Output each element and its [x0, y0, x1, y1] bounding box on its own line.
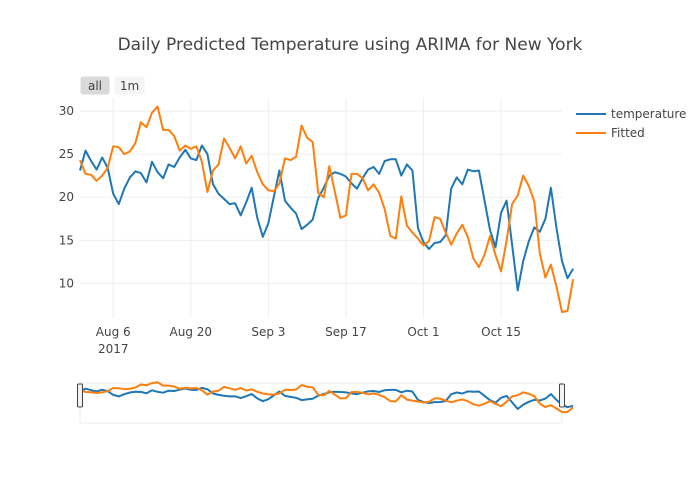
y-axis-ticks: 10 15 20 25 30 [59, 104, 74, 291]
legend-label-temperature: temperature [611, 107, 686, 121]
x-tick-label: Aug 6 [96, 325, 131, 339]
range-slider[interactable] [77, 381, 574, 424]
range-slider-handle-left[interactable] [77, 383, 83, 408]
range-slider-traces [79, 381, 574, 414]
y-tick-label: 20 [59, 190, 74, 204]
x-tick-label: Oct 15 [481, 325, 521, 339]
x-gridlines [112, 98, 502, 318]
x-tick-year-label: 2017 [98, 342, 129, 356]
series-line-fitted[interactable] [79, 105, 575, 313]
legend-item-temperature[interactable]: temperature [576, 107, 686, 121]
y-tick-label: 25 [59, 147, 74, 161]
plot-area[interactable] [79, 105, 575, 313]
x-tick-label: Oct 1 [407, 325, 439, 339]
y-gridlines [80, 110, 562, 284]
range-button-all[interactable]: all [79, 75, 111, 96]
y-tick-label: 10 [59, 276, 74, 290]
x-tick-label: Sep 3 [251, 325, 285, 339]
range-slider-handle-right[interactable] [559, 383, 565, 408]
range-selector: all 1m [79, 75, 146, 96]
range-button-all-label: all [88, 79, 102, 93]
range-button-1m[interactable]: 1m [113, 75, 146, 96]
range-slider-background [79, 382, 563, 424]
legend-label-fitted: Fitted [611, 126, 645, 140]
x-tick-label: Aug 20 [170, 325, 213, 339]
x-axis-ticks: Aug 6 2017 Aug 20 Sep 3 Sep 17 Oct 1 Oct 15 [96, 325, 521, 356]
chart-title: Daily Predicted Temperature using ARIMA … [118, 35, 583, 55]
x-tick-label: Sep 17 [325, 325, 367, 339]
legend: temperature Fitted [576, 107, 686, 140]
y-tick-label: 30 [59, 104, 74, 118]
range-button-1m-label: 1m [120, 79, 139, 93]
range-slider-line-fitted [79, 381, 574, 414]
legend-item-fitted[interactable]: Fitted [576, 126, 645, 140]
y-tick-label: 15 [59, 233, 74, 247]
